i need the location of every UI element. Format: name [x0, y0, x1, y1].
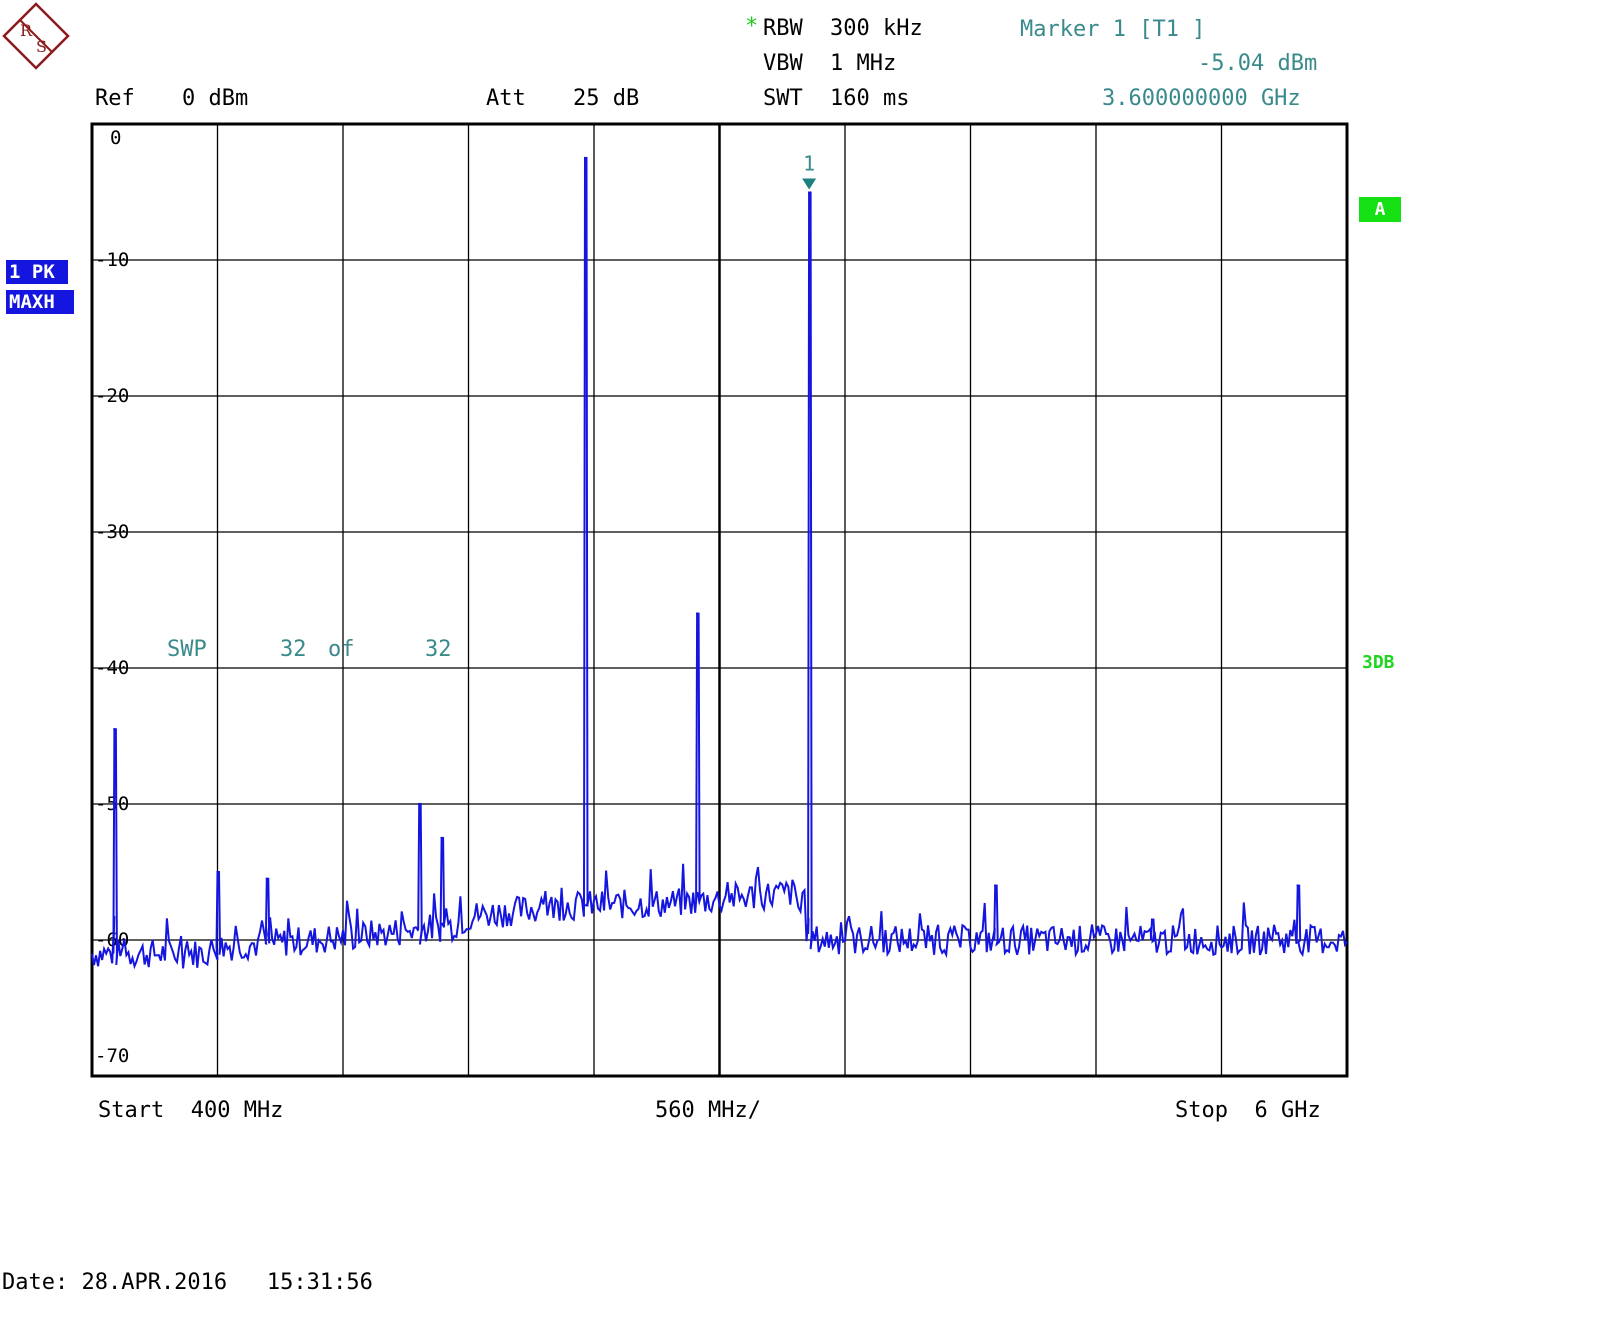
y-tick-label: 0: [110, 127, 121, 149]
rbw-label: RBW: [763, 16, 803, 41]
marker-frequency: 3.600000000 GHz: [1102, 86, 1301, 111]
svg-text:R: R: [20, 21, 33, 40]
brand-logo: R S: [2, 2, 70, 70]
trace-mode-tag: MAXH: [6, 290, 74, 314]
sweep-total: 32: [425, 637, 452, 662]
svg-text:S: S: [36, 37, 47, 56]
peak-point: [265, 877, 269, 880]
peak-point: [113, 728, 116, 731]
peak-point: [440, 836, 443, 840]
limit-3db-label: 3DB: [1362, 652, 1395, 673]
peak-point: [807, 191, 811, 194]
capture-date: Date: 28.APR.2016 15:31:56: [2, 1270, 373, 1295]
sweep-count: 32: [280, 637, 307, 662]
peak-point: [216, 870, 219, 874]
marker-1-label: 1: [803, 152, 815, 176]
start-frequency: Start 400 MHz: [98, 1098, 284, 1123]
span-per-division: 560 MHz/: [655, 1098, 761, 1123]
plot-frame: [90, 122, 1349, 1078]
peak-point: [583, 156, 587, 160]
att-label: Att: [486, 86, 526, 111]
ref-value: 0 dBm: [182, 86, 249, 111]
y-tick-label: -20: [95, 385, 129, 407]
vbw-value: 1 MHz: [830, 51, 897, 76]
y-tick-label: -70: [95, 1045, 129, 1067]
y-tick-label: -50: [95, 793, 129, 815]
marker-title: Marker 1 [T1 ]: [1020, 17, 1206, 42]
marker-1-triangle: [802, 178, 817, 190]
sweep-label: SWP: [167, 637, 207, 662]
swt-label: SWT: [763, 86, 803, 111]
swt-value: 160 ms: [830, 86, 910, 111]
rbw-value: 300 kHz: [830, 16, 923, 41]
peak-point: [1150, 918, 1154, 921]
y-tick-label: -40: [95, 657, 129, 679]
peak-point: [417, 802, 421, 806]
stop-frequency: Stop 6 GHz: [1175, 1098, 1321, 1123]
sweep-of: of: [328, 637, 355, 662]
y-tick-label: -60: [95, 929, 129, 951]
att-value: 25 dB: [573, 86, 640, 111]
spectrum-trace: [91, 157, 1348, 970]
peak-point: [993, 884, 997, 887]
detector-tag: 1 PK: [6, 260, 68, 284]
vbw-label: VBW: [763, 51, 803, 76]
rbw-flag: *: [745, 14, 759, 39]
trace-a-badge: A: [1359, 197, 1401, 222]
y-tick-label: -10: [95, 249, 129, 271]
ref-label: Ref: [95, 86, 135, 111]
y-tick-label: -30: [95, 521, 129, 543]
peak-point: [1296, 884, 1299, 887]
marker-level: -5.04 dBm: [1198, 51, 1318, 76]
peak-point: [695, 612, 699, 615]
